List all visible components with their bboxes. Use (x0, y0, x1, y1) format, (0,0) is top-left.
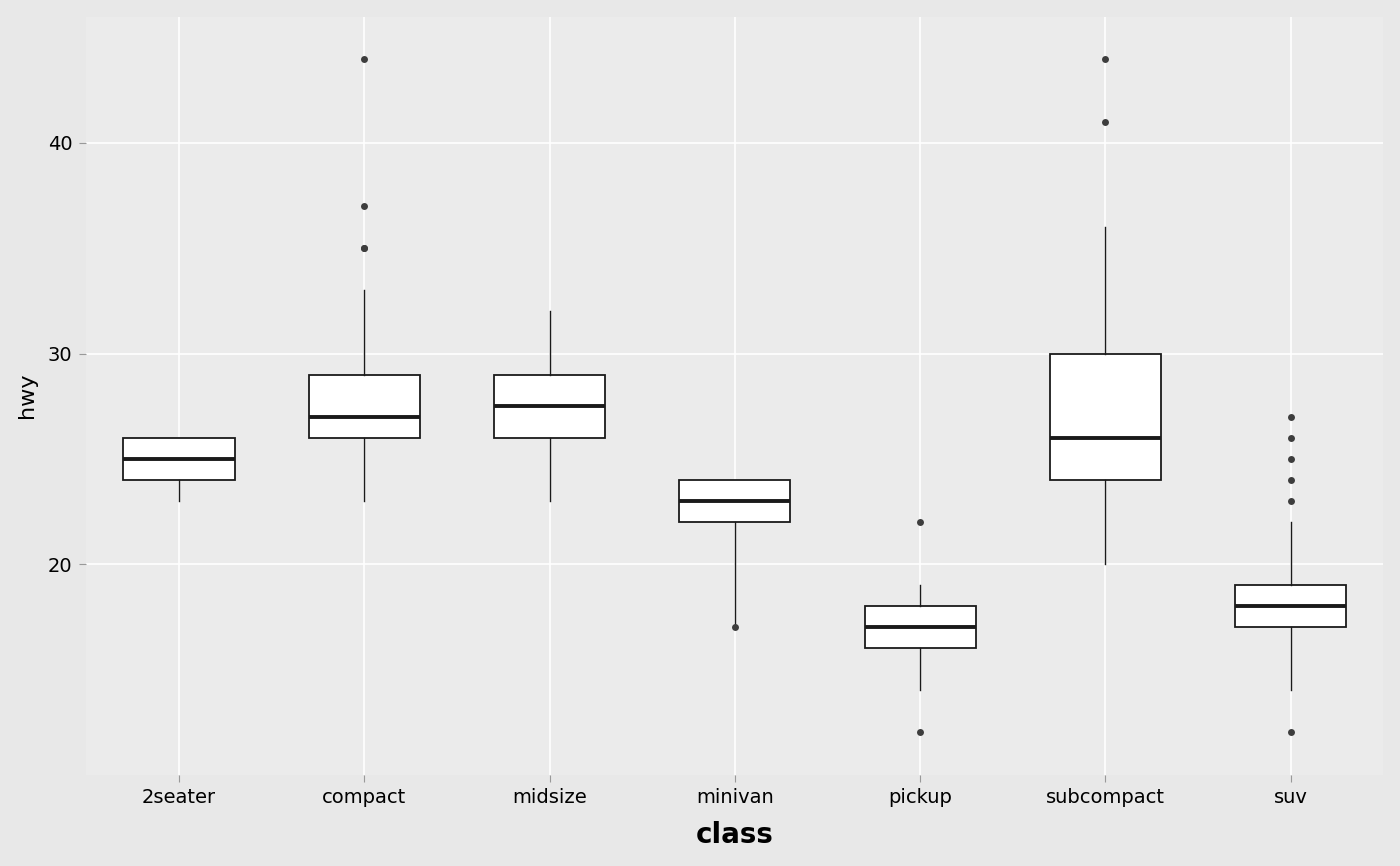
Bar (1235, 585, 1347, 627)
Bar (1050, 353, 1161, 480)
Point (1280, 430, 1302, 444)
Point (1095, 52, 1117, 66)
Point (1280, 410, 1302, 423)
Bar (308, 375, 420, 437)
Point (1280, 452, 1302, 466)
Point (724, 620, 746, 634)
Point (1095, 115, 1117, 129)
Bar (865, 606, 976, 649)
Point (353, 199, 375, 213)
Point (1280, 494, 1302, 507)
Point (1280, 726, 1302, 740)
Point (353, 242, 375, 255)
Y-axis label: hwy: hwy (17, 373, 36, 418)
Bar (123, 437, 235, 480)
X-axis label: class: class (696, 821, 774, 850)
Point (909, 726, 931, 740)
Point (909, 515, 931, 529)
Point (353, 242, 375, 255)
Bar (679, 480, 791, 522)
Bar (494, 375, 605, 437)
Point (1280, 473, 1302, 487)
Point (353, 52, 375, 66)
